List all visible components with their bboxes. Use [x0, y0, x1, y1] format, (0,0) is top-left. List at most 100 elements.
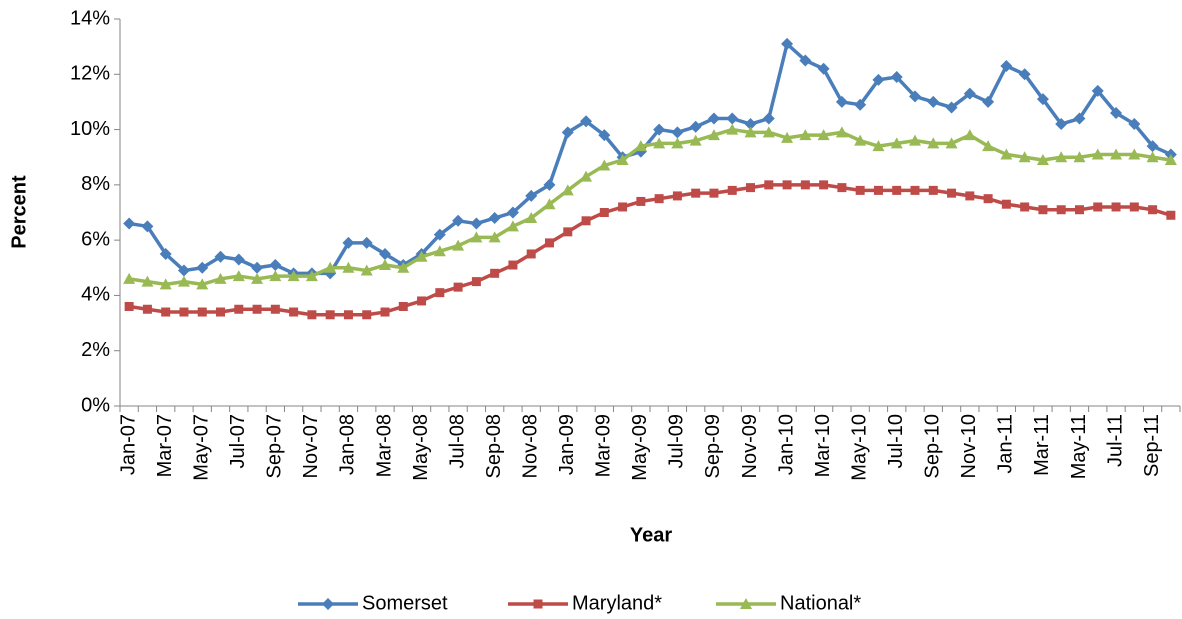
data-point: [800, 180, 810, 190]
data-point: [892, 185, 902, 195]
data-point: [598, 159, 611, 171]
data-point: [1000, 148, 1013, 160]
x-tick-label: Mar-10: [812, 414, 834, 477]
data-point: [470, 217, 483, 230]
data-point: [196, 278, 209, 290]
data-point: [872, 140, 885, 152]
data-point: [835, 126, 848, 138]
data-point: [563, 227, 573, 237]
data-point: [123, 217, 136, 230]
data-point: [782, 180, 792, 190]
data-point: [488, 212, 501, 225]
data-point: [909, 90, 921, 103]
data-point: [1091, 84, 1104, 97]
x-tick-label: Sep-08: [483, 414, 505, 479]
x-tick-label: Mar-09: [593, 414, 615, 477]
x-tick-label: Nov-10: [958, 414, 980, 478]
data-point: [835, 95, 848, 108]
data-point: [1129, 202, 1139, 212]
data-point: [1128, 118, 1141, 131]
data-point: [909, 134, 921, 146]
series-line: [128, 42, 1172, 276]
data-point: [415, 250, 428, 262]
legend-label: Somerset: [362, 592, 448, 614]
data-point: [653, 137, 666, 149]
y-tick-label: 8%: [81, 173, 110, 195]
x-tick-label: Jul-10: [885, 414, 907, 468]
data-point: [726, 112, 739, 125]
data-point: [179, 307, 189, 317]
data-point: [177, 275, 190, 287]
data-point: [982, 95, 995, 108]
y-axis-title: Percent: [8, 175, 30, 249]
data-point: [781, 131, 794, 143]
x-tick-label: Jul-09: [666, 414, 688, 468]
x-tick-label: Jul-07: [227, 414, 249, 468]
x-tick-label: Jul-11: [1104, 414, 1126, 467]
data-point: [689, 120, 702, 133]
data-point: [234, 304, 244, 314]
data-point: [470, 231, 483, 243]
x-tick-label: Mar-07: [154, 414, 176, 477]
data-point: [817, 62, 830, 75]
data-point: [251, 272, 264, 284]
y-tick-label: 10%: [70, 118, 110, 140]
data-point: [380, 307, 390, 317]
x-tick-label: May-11: [1068, 414, 1090, 479]
data-point: [781, 37, 794, 50]
data-point: [1018, 68, 1031, 81]
data-point: [727, 185, 737, 195]
data-point: [1036, 93, 1049, 106]
data-point: [762, 126, 775, 138]
data-point: [362, 310, 372, 320]
data-point: [1128, 148, 1141, 160]
data-point: [636, 196, 646, 206]
data-point: [1055, 118, 1068, 131]
data-point: [526, 249, 536, 259]
data-point: [1055, 151, 1068, 163]
data-point: [1074, 205, 1084, 215]
data-point: [910, 185, 920, 195]
data-point: [580, 115, 593, 128]
x-tick-label: May-07: [191, 414, 213, 481]
data-point: [799, 129, 812, 141]
data-point: [963, 87, 976, 100]
data-point: [360, 264, 373, 276]
data-point: [342, 236, 355, 249]
data-point: [1001, 199, 1011, 209]
data-point: [890, 71, 903, 84]
data-point: [360, 236, 373, 249]
x-tick-label: Mar-08: [373, 414, 395, 477]
data-point: [689, 134, 702, 146]
data-point: [1091, 148, 1104, 160]
data-point: [177, 264, 190, 277]
data-point: [764, 180, 774, 190]
data-point: [216, 307, 226, 317]
data-point: [928, 185, 938, 195]
data-point: [343, 310, 353, 320]
data-point: [397, 261, 410, 273]
data-point: [744, 118, 757, 131]
data-point: [599, 208, 609, 217]
x-tick-label: Mar-11: [1031, 414, 1053, 476]
y-tick-label: 2%: [81, 339, 110, 361]
x-tick-label: May-08: [410, 414, 432, 481]
data-point: [927, 137, 940, 149]
data-point: [945, 101, 958, 114]
data-point: [855, 185, 865, 195]
data-point: [762, 112, 775, 125]
data-point: [433, 228, 446, 241]
data-point: [269, 259, 282, 272]
x-tick-label: Nov-09: [739, 414, 761, 478]
data-point: [817, 129, 830, 141]
data-point: [1111, 202, 1121, 212]
data-point: [543, 198, 556, 210]
data-point: [251, 261, 264, 274]
data-point: [854, 134, 867, 146]
x-tick-label: Jan-07: [117, 414, 139, 475]
data-point: [654, 194, 664, 204]
data-point: [214, 250, 227, 263]
data-point: [525, 189, 538, 202]
data-point: [232, 253, 245, 266]
